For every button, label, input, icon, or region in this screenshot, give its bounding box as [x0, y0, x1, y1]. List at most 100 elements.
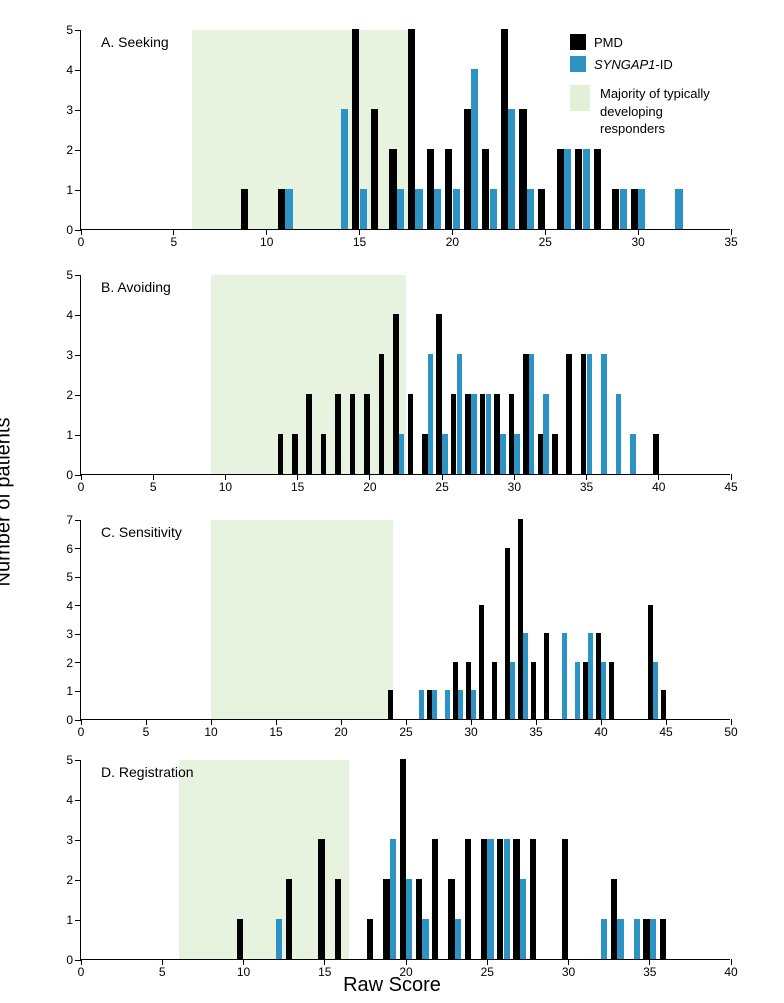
y-tick-label: 3	[66, 103, 73, 117]
bar-pmd	[594, 149, 601, 229]
bar-pmd	[509, 394, 514, 474]
legend-item: SYNGAP1-ID	[570, 56, 730, 74]
y-tick	[75, 548, 81, 549]
bar-pmd	[523, 354, 528, 474]
bar-syngap	[650, 919, 656, 959]
bar-pmd	[562, 839, 568, 959]
panel-title: C. Sensitivity	[101, 524, 182, 540]
bar-syngap	[490, 189, 497, 229]
y-tick	[75, 150, 81, 151]
x-tick-label: 45	[659, 725, 672, 739]
bar-pmd	[278, 434, 283, 474]
bar-pmd	[389, 149, 396, 229]
bar-pmd	[609, 662, 614, 719]
bar-pmd	[519, 109, 526, 229]
bar-syngap	[630, 434, 635, 474]
bar-pmd	[453, 662, 458, 719]
bar-syngap	[523, 633, 528, 719]
global-x-axis-label: Raw Score	[343, 974, 441, 997]
bar-pmd	[350, 394, 355, 474]
bar-syngap	[638, 189, 645, 229]
bar-syngap	[575, 662, 580, 719]
legend-label: PMD	[594, 34, 623, 52]
x-tick-label: 25	[435, 480, 448, 494]
y-tick	[75, 577, 81, 578]
bar-syngap	[520, 879, 526, 959]
bar-pmd	[583, 662, 588, 719]
y-tick-label: 2	[66, 388, 73, 402]
y-tick-label: 3	[66, 348, 73, 362]
bar-syngap	[653, 662, 658, 719]
x-tick-label: 50	[724, 725, 737, 739]
bar-pmd	[501, 29, 508, 229]
bar-pmd	[436, 314, 441, 474]
bar-pmd	[448, 879, 454, 959]
bar-syngap	[617, 919, 623, 959]
bar-pmd	[492, 662, 497, 719]
x-tick-label: 35	[580, 480, 593, 494]
y-tick-label: 1	[66, 684, 73, 698]
x-tick-label: 10	[219, 480, 232, 494]
bar-pmd	[482, 149, 489, 229]
bar-pmd	[241, 189, 248, 229]
x-tick-label: 5	[159, 965, 166, 979]
bar-pmd	[427, 149, 434, 229]
bar-pmd	[505, 548, 510, 719]
y-tick	[75, 880, 81, 881]
panel-title: D. Registration	[101, 764, 194, 780]
bar-syngap	[415, 189, 422, 229]
bar-pmd	[631, 189, 638, 229]
y-tick	[75, 435, 81, 436]
legend-swatch	[570, 34, 586, 50]
bar-syngap	[457, 354, 462, 474]
y-tick-label: 0	[66, 713, 73, 727]
bar-pmd	[557, 149, 564, 229]
y-tick-label: 4	[66, 599, 73, 613]
x-tick-label: 40	[594, 725, 607, 739]
bar-pmd	[422, 434, 427, 474]
y-tick	[75, 920, 81, 921]
y-tick-label: 1	[66, 183, 73, 197]
bar-syngap	[442, 434, 447, 474]
typical-range-shade	[192, 30, 415, 229]
bar-pmd	[479, 605, 484, 719]
bar-syngap	[529, 354, 534, 474]
bar-syngap	[432, 690, 437, 719]
x-tick-label: 45	[724, 480, 737, 494]
bar-pmd	[278, 189, 285, 229]
y-tick-label: 0	[66, 468, 73, 482]
bar-pmd	[494, 394, 499, 474]
bar-syngap	[514, 434, 519, 474]
y-tick-label: 3	[66, 833, 73, 847]
bar-syngap	[455, 919, 461, 959]
bar-pmd	[383, 879, 389, 959]
legend-patch-label: Majority of typically developing respond…	[600, 85, 730, 138]
x-tick-label: 15	[318, 965, 331, 979]
bar-syngap	[616, 394, 621, 474]
bar-syngap	[453, 189, 460, 229]
bar-syngap	[564, 149, 571, 229]
y-tick	[75, 395, 81, 396]
bar-syngap	[471, 690, 476, 719]
bar-pmd	[286, 879, 292, 959]
y-tick	[75, 605, 81, 606]
bar-syngap	[458, 690, 463, 719]
y-tick	[75, 355, 81, 356]
bar-pmd	[237, 919, 243, 959]
x-tick-label: 10	[204, 725, 217, 739]
panel-avoiding: B. Avoiding012345051015202530354045	[80, 275, 730, 475]
bar-pmd	[465, 394, 470, 474]
bar-syngap	[428, 354, 433, 474]
bar-syngap	[445, 690, 450, 719]
bar-pmd	[513, 839, 519, 959]
bar-pmd	[318, 839, 324, 959]
bar-pmd	[566, 354, 571, 474]
bar-syngap	[419, 690, 424, 719]
y-tick	[75, 315, 81, 316]
x-tick-label: 15	[269, 725, 282, 739]
x-tick-label: 30	[631, 235, 644, 249]
bar-pmd	[400, 759, 406, 959]
bar-syngap	[471, 69, 478, 229]
x-tick-label: 25	[399, 725, 412, 739]
bar-pmd	[451, 394, 456, 474]
